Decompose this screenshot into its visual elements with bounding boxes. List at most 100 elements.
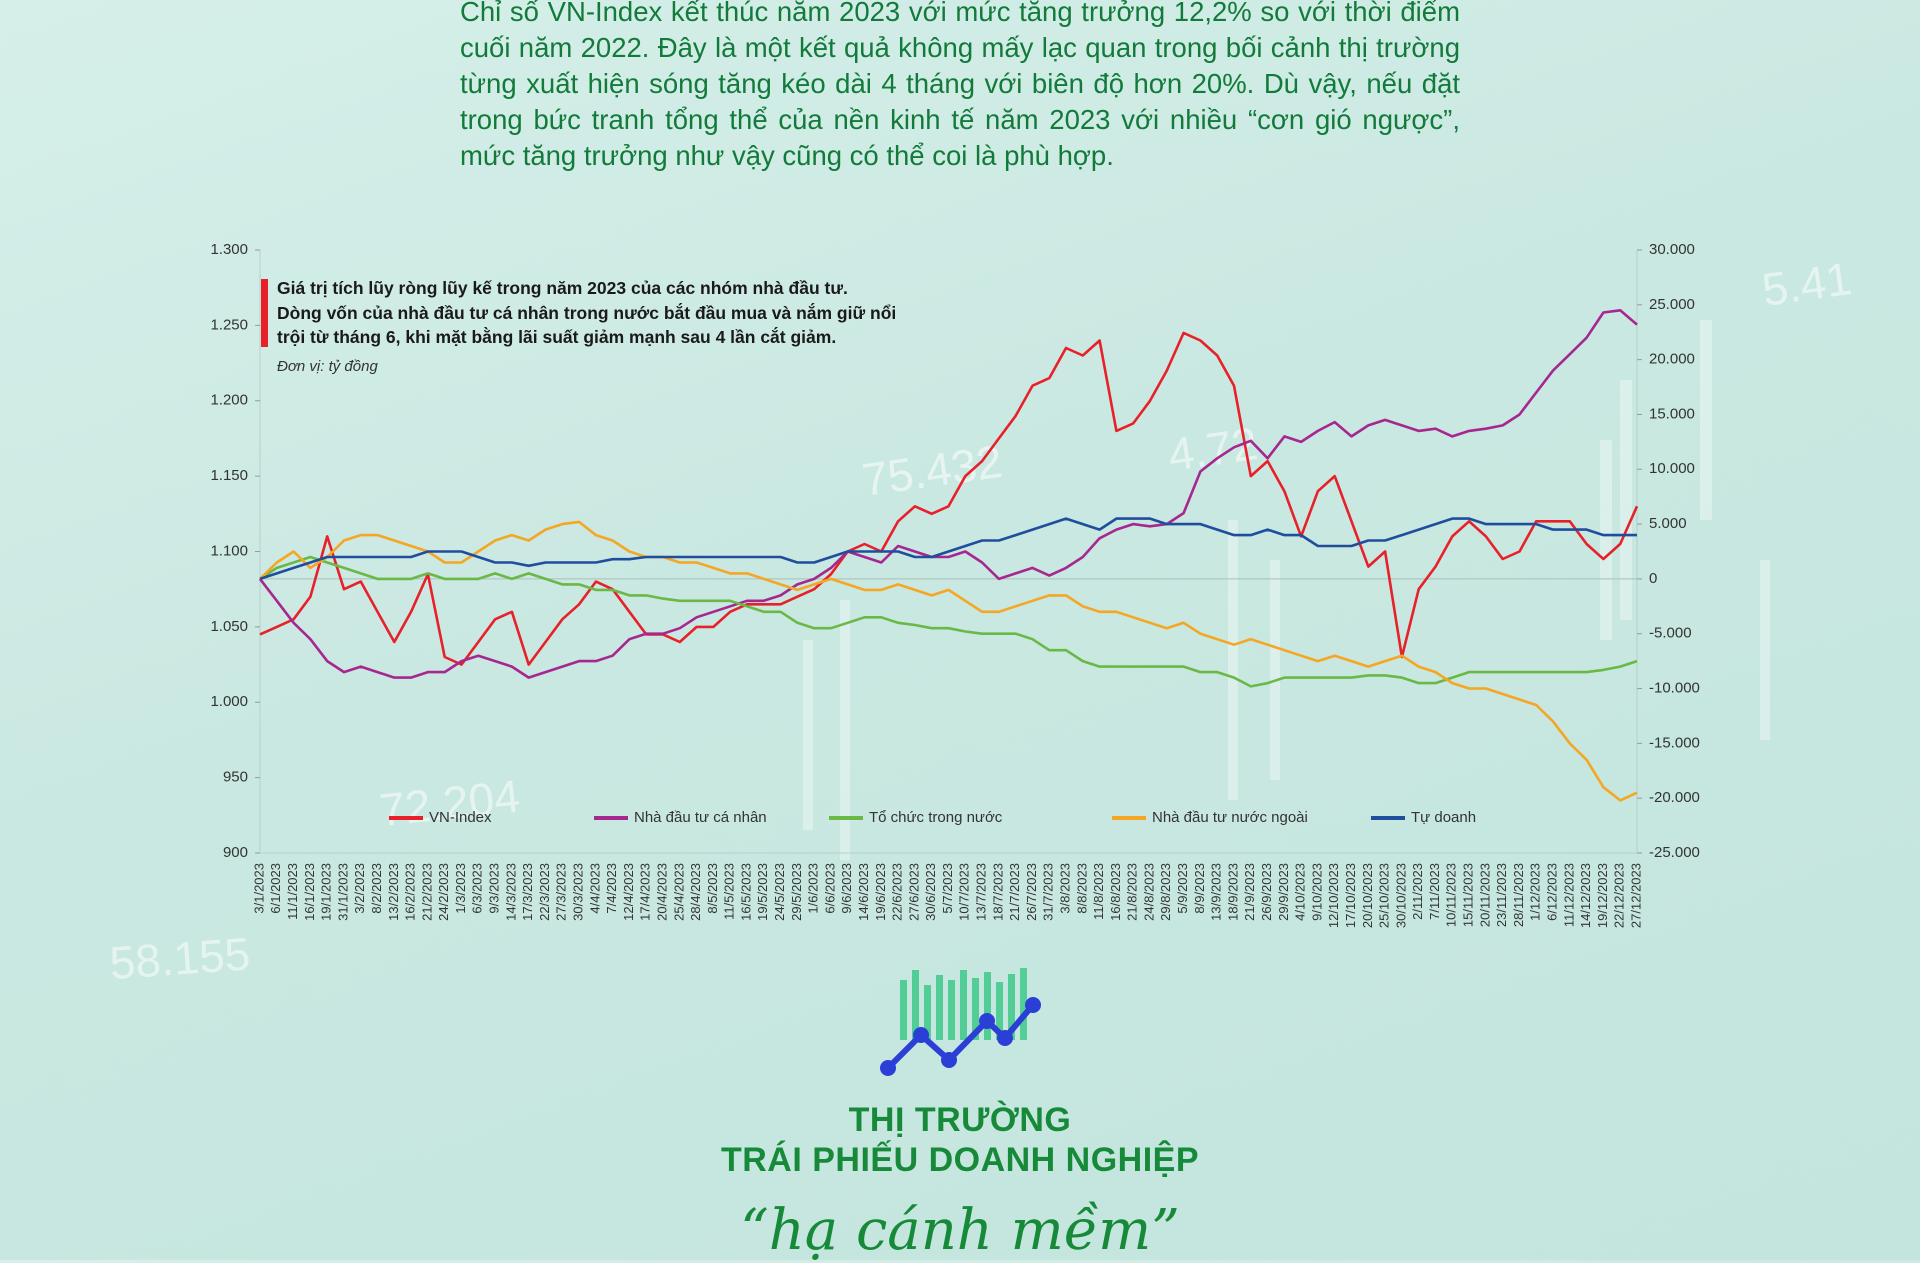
x-tick-label: 30/3/2023	[570, 863, 585, 921]
intro-paragraph: Chỉ số VN-Index kết thúc năm 2023 với mứ…	[460, 0, 1460, 171]
y2-tick-label: -10.000	[1649, 680, 1700, 697]
x-tick-label: 9/3/2023	[487, 863, 502, 914]
x-tick-label: 22/12/2023	[1612, 863, 1627, 928]
x-tick-label: 24/2/2023	[436, 863, 451, 921]
y2-tick-label: 25.000	[1649, 296, 1695, 313]
icon-bar	[960, 970, 967, 1040]
x-tick-label: 1/12/2023	[1528, 863, 1543, 921]
x-tick-label: 31/1/2023	[335, 863, 350, 921]
x-tick-label: 1/6/2023	[806, 863, 821, 914]
series-line	[259, 520, 1638, 802]
section-heading: THỊ TRƯỜNG TRÁI PHIẾU DOANH NGHIỆP	[0, 1100, 1920, 1180]
x-tick-label: 8/8/2023	[1074, 863, 1089, 914]
x-tick-label: 8/2/2023	[369, 863, 384, 914]
chart-caption: Giá trị tích lũy ròng lũy kế trong năm 2…	[277, 276, 927, 375]
x-tick-label: 27/6/2023	[906, 863, 921, 921]
x-tick-label: 9/10/2023	[1309, 863, 1324, 921]
x-tick-label: 28/11/2023	[1511, 863, 1526, 927]
icon-bar	[936, 975, 943, 1040]
y2-tick-label: 20.000	[1649, 351, 1695, 368]
y2-tick-label: 30.000	[1649, 241, 1695, 258]
x-tick-label: 16/1/2023	[302, 863, 317, 921]
x-tick-label: 16/2/2023	[403, 863, 418, 921]
x-tick-label: 20/10/2023	[1360, 863, 1375, 928]
x-tick-label: 19/1/2023	[319, 863, 334, 921]
x-tick-label: 6/1/2023	[268, 863, 283, 914]
x-tick-label: 23/11/2023	[1494, 863, 1509, 927]
x-tick-label: 7/4/2023	[604, 863, 619, 914]
tagline: “hạ cánh mềm”	[740, 1198, 1180, 1263]
x-tick-label: 27/12/2023	[1628, 863, 1643, 928]
y2-tick-label: 15.000	[1649, 405, 1695, 422]
y2-tick-label: -25.000	[1649, 844, 1700, 861]
x-tick-label: 10/7/2023	[957, 863, 972, 921]
x-tick-label: 20/4/2023	[654, 863, 669, 921]
x-tick-label: 3/8/2023	[1057, 863, 1072, 914]
chart-title: Giá trị tích lũy ròng lũy kế trong năm 2…	[277, 278, 848, 298]
icon-bar	[924, 985, 931, 1040]
x-tick-label: 19/12/2023	[1595, 863, 1610, 928]
x-tick-label: 10/11/2023	[1444, 863, 1459, 927]
caption-accent	[261, 279, 268, 347]
legend-label: Nhà đầu tư cá nhân	[634, 809, 767, 826]
y2-tick-label: 10.000	[1649, 460, 1695, 477]
decor-bars	[803, 320, 1770, 860]
icon-bar	[948, 980, 955, 1040]
x-tick-label: 22/6/2023	[890, 863, 905, 921]
y-tick-label: 1.300	[210, 241, 248, 258]
y-tick-label: 1.150	[210, 467, 248, 484]
legend-label: Tổ chức trong nước	[869, 809, 1003, 826]
x-tick-label: 29/8/2023	[1158, 863, 1173, 921]
x-tick-label: 28/4/2023	[688, 863, 703, 921]
x-tick-label: 7/11/2023	[1427, 863, 1442, 920]
x-tick-label: 16/8/2023	[1108, 863, 1123, 921]
x-tick-label: 21/7/2023	[1007, 863, 1022, 921]
decor-bar	[1620, 380, 1632, 620]
icon-dot	[941, 1052, 957, 1068]
x-tick-label: 14/12/2023	[1578, 863, 1593, 928]
icon-bar	[900, 980, 907, 1040]
icon	[880, 968, 1041, 1076]
x-tick-label: 19/5/2023	[755, 863, 770, 921]
y-tick-label: 1.250	[210, 316, 248, 333]
x-tick-label: 15/11/2023	[1461, 863, 1476, 927]
icon-dot	[979, 1013, 995, 1029]
unit-note: Đơn vị: tỷ đồng	[277, 357, 378, 375]
x-tick-label: 11/12/2023	[1561, 863, 1576, 927]
x-tick-label: 21/9/2023	[1242, 863, 1257, 921]
x-tick-label: 4/10/2023	[1293, 863, 1308, 921]
decor-bar	[1600, 440, 1612, 640]
x-tick-label: 20/11/2023	[1477, 863, 1492, 927]
x-tick-label: 11/5/2023	[722, 863, 737, 920]
y-tick-label: 900	[223, 844, 248, 861]
x-tick-label: 4/4/2023	[587, 863, 602, 914]
decor-bar	[1228, 520, 1238, 800]
background-number: 58.155	[108, 927, 252, 989]
x-tick-label: 29/9/2023	[1276, 863, 1291, 921]
x-tick-label: 17/10/2023	[1343, 863, 1358, 928]
x-tick-label: 17/3/2023	[520, 863, 535, 921]
legend-label: Nhà đầu tư nước ngoài	[1152, 809, 1308, 826]
x-tick-label: 17/4/2023	[638, 863, 653, 921]
chart-subtitle: Dòng vốn của nhà đầu tư cá nhân trong nư…	[277, 302, 897, 348]
x-tick-label: 13/7/2023	[974, 863, 989, 921]
x-tick-label: 18/7/2023	[990, 863, 1005, 921]
x-tick-label: 14/3/2023	[503, 863, 518, 921]
x-tick-label: 8/9/2023	[1192, 863, 1207, 914]
x-tick-label: 13/9/2023	[1209, 863, 1224, 921]
x-tick-label: 5/7/2023	[940, 863, 955, 914]
decor-bar	[840, 600, 850, 860]
series-line	[259, 517, 1637, 581]
x-tick-label: 3/1/2023	[251, 863, 266, 914]
x-tick-label: 13/2/2023	[386, 863, 401, 921]
icon-bar	[984, 972, 991, 1040]
x-tick-label: 11/8/2023	[1091, 863, 1106, 920]
y-tick-label: 1.200	[210, 392, 248, 409]
icon-dot	[913, 1027, 929, 1043]
x-tick-label: 19/6/2023	[873, 863, 888, 921]
x-tick-label: 1/3/2023	[453, 863, 468, 914]
series-line	[259, 555, 1638, 688]
background-number: 72.204	[377, 770, 522, 836]
